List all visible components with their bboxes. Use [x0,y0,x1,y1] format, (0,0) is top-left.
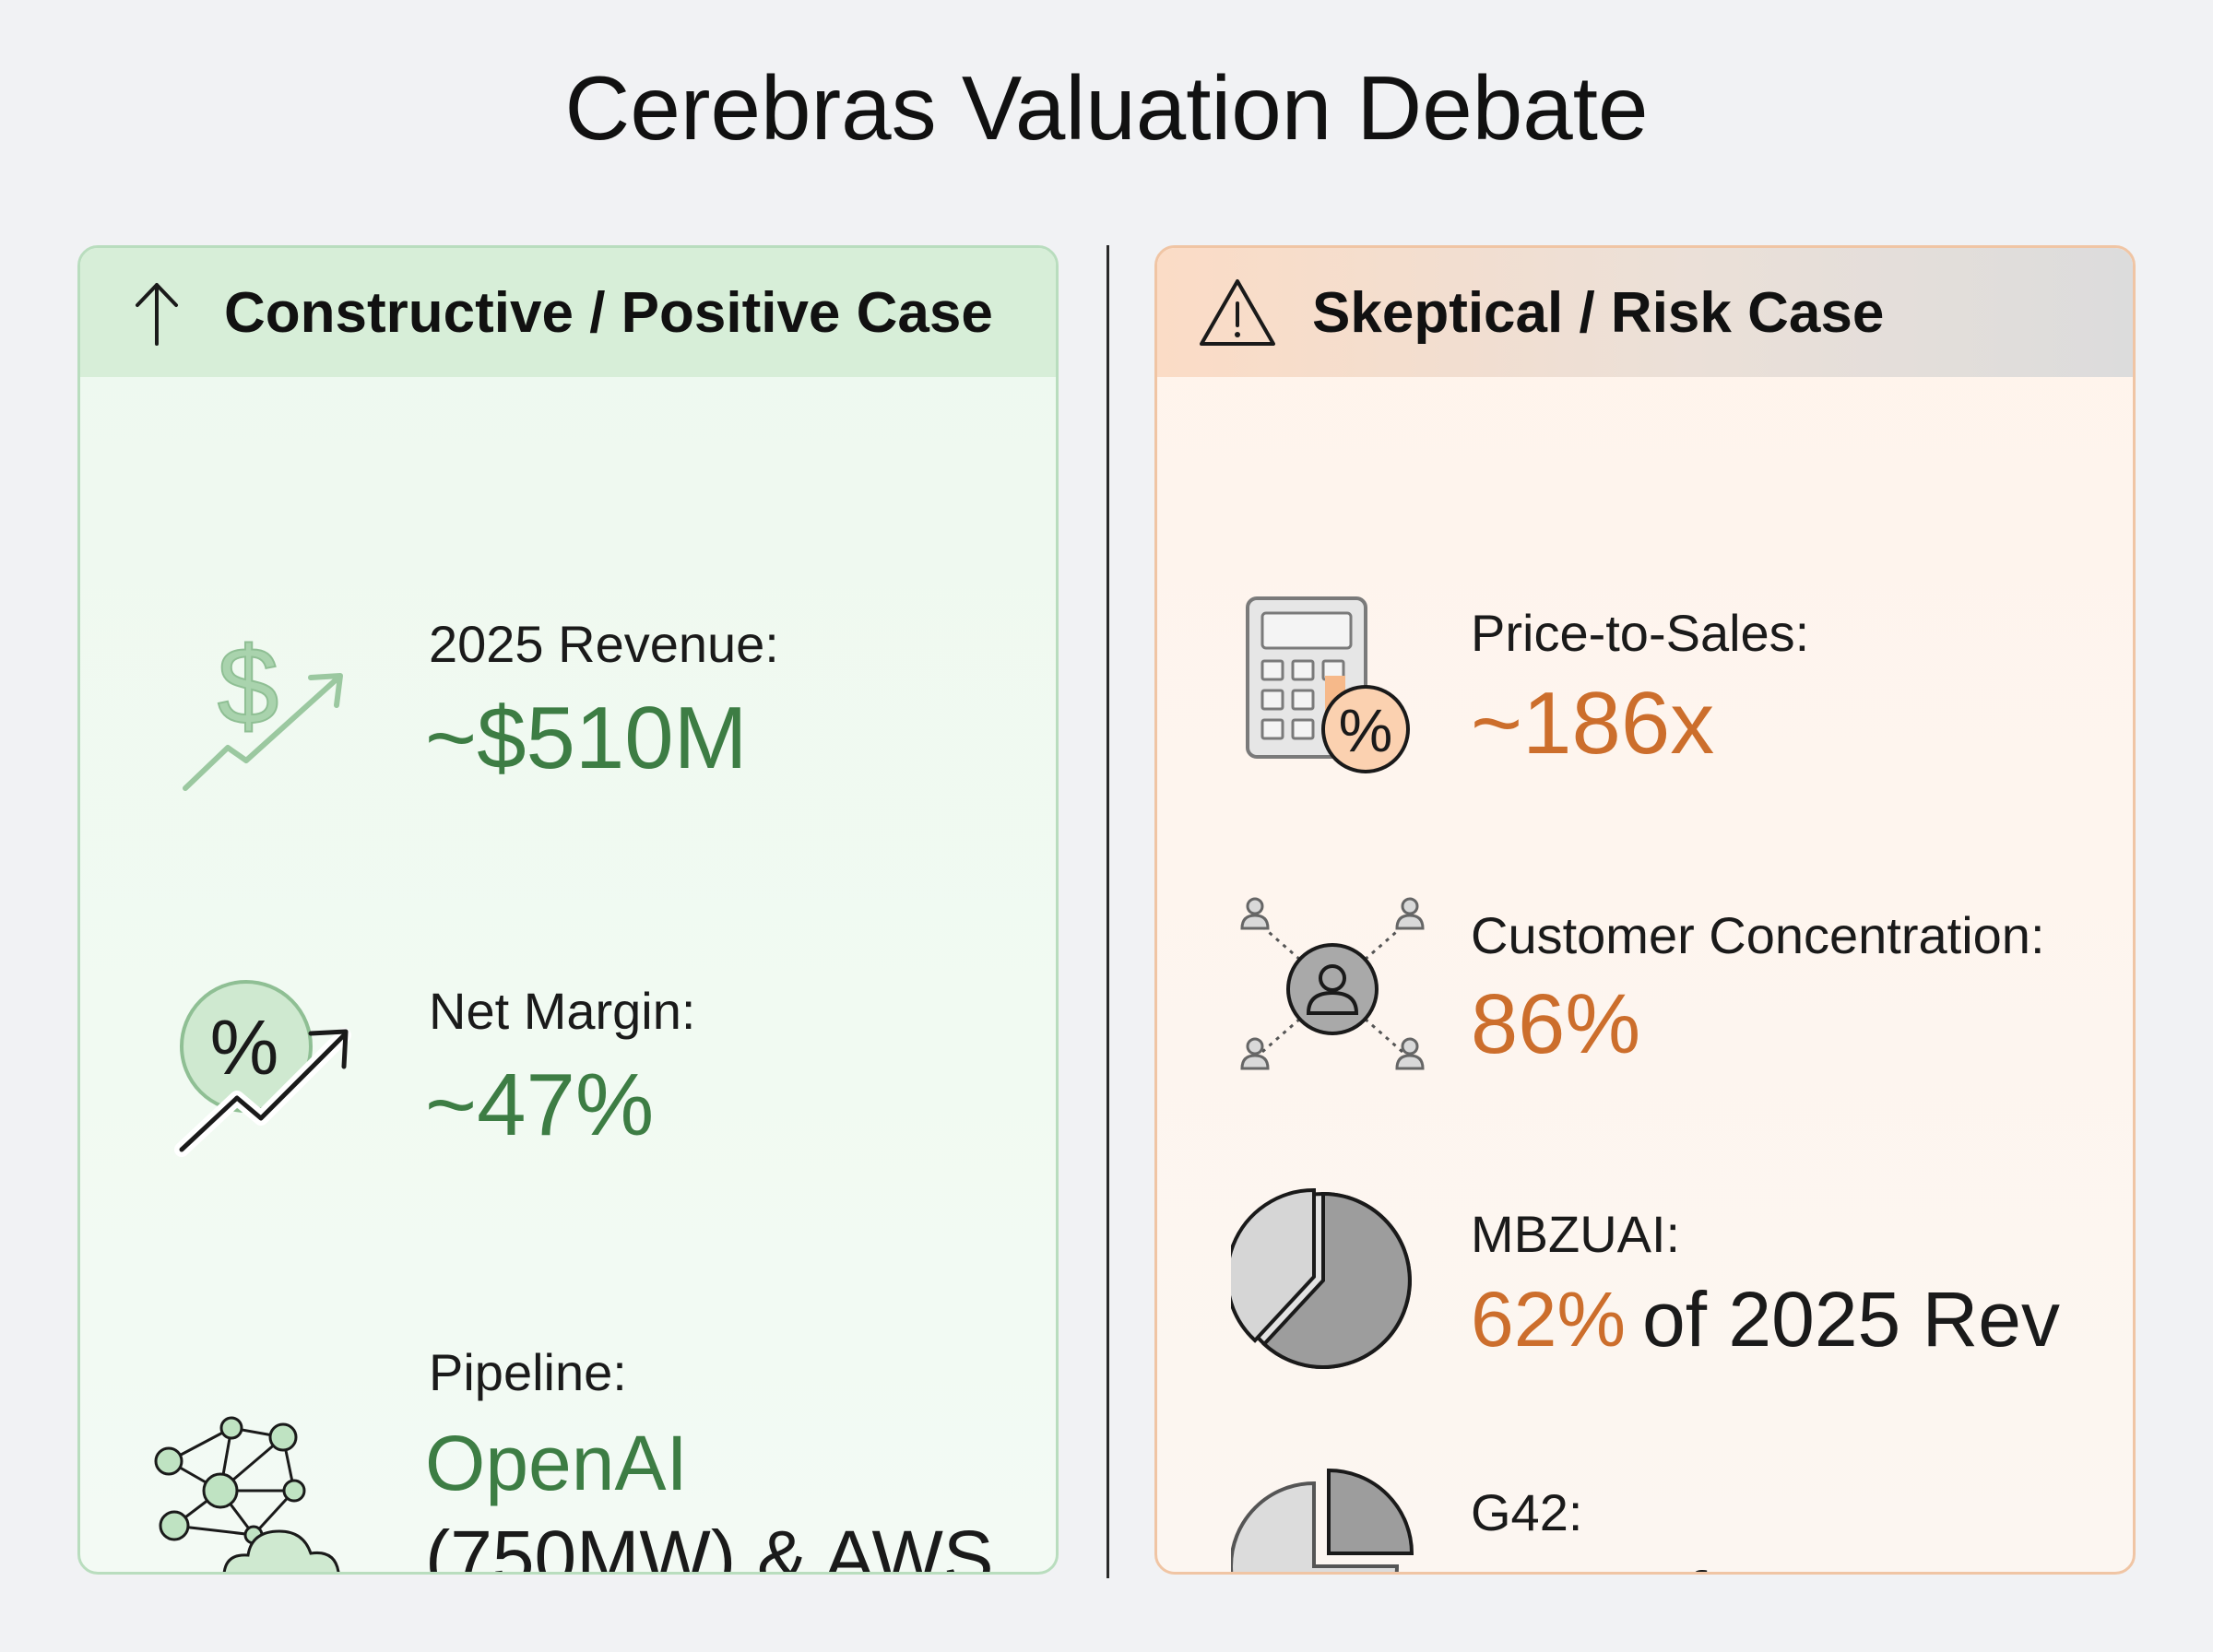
calculator-percent-icon: % [1246,596,1410,773]
page-title: Cerebras Valuation Debate [564,57,1649,159]
net-margin-value: ~47% [425,1056,655,1154]
pie-62-icon [1231,1188,1412,1369]
network-cloud-icon [154,1416,340,1572]
risk-case-panel: Skeptical / Risk Case % Price-to-Sales: … [1154,245,2136,1575]
svg-text:%: % [1339,696,1393,764]
customer-network-icon [1240,897,1425,1070]
svg-text:%: % [210,1004,279,1091]
net-margin-label: Net Margin: [429,982,696,1040]
revenue-label: 2025 Revenue: [429,615,779,673]
customer-concentration-label: Customer Concentration: [1471,906,2045,964]
g42-value: 24% [1471,1561,1626,1572]
dollar-growth-icon: $ [183,623,343,791]
warning-icon [1200,279,1275,346]
svg-text:$: $ [218,624,279,748]
risk-case-title: Skeptical / Risk Case [1312,281,1885,345]
price-to-sales-label: Price-to-Sales: [1471,604,1810,662]
g42-suffix: of 2025 Rev [1642,1561,2060,1572]
up-arrow-icon [136,283,178,346]
positive-case-title: Constructive / Positive Case [224,281,993,345]
center-divider [1106,245,1109,1578]
pipeline-label: Pipeline: [429,1343,627,1401]
pipeline-value: OpenAI [425,1420,688,1506]
pipeline-detail: (750MW) & AWS [425,1516,994,1575]
price-to-sales-value: ~186x [1471,674,1715,773]
mbzuai-label: MBZUAI: [1471,1205,1681,1263]
g42-label: G42: [1471,1483,1583,1541]
customer-concentration-value: 86% [1471,977,1641,1071]
risk-case-header: Skeptical / Risk Case [1157,248,2133,377]
mbzuai-value: 62% [1471,1276,1627,1363]
pie-24-icon [1231,1468,1414,1572]
positive-case-header: Constructive / Positive Case [80,248,1056,377]
percent-growth-icon: % [174,980,351,1157]
mbzuai-suffix: of 2025 Rev [1642,1276,2060,1363]
revenue-value: ~$510M [425,689,748,787]
positive-case-panel: Constructive / Positive Case $ 2025 Reve… [77,245,1059,1575]
